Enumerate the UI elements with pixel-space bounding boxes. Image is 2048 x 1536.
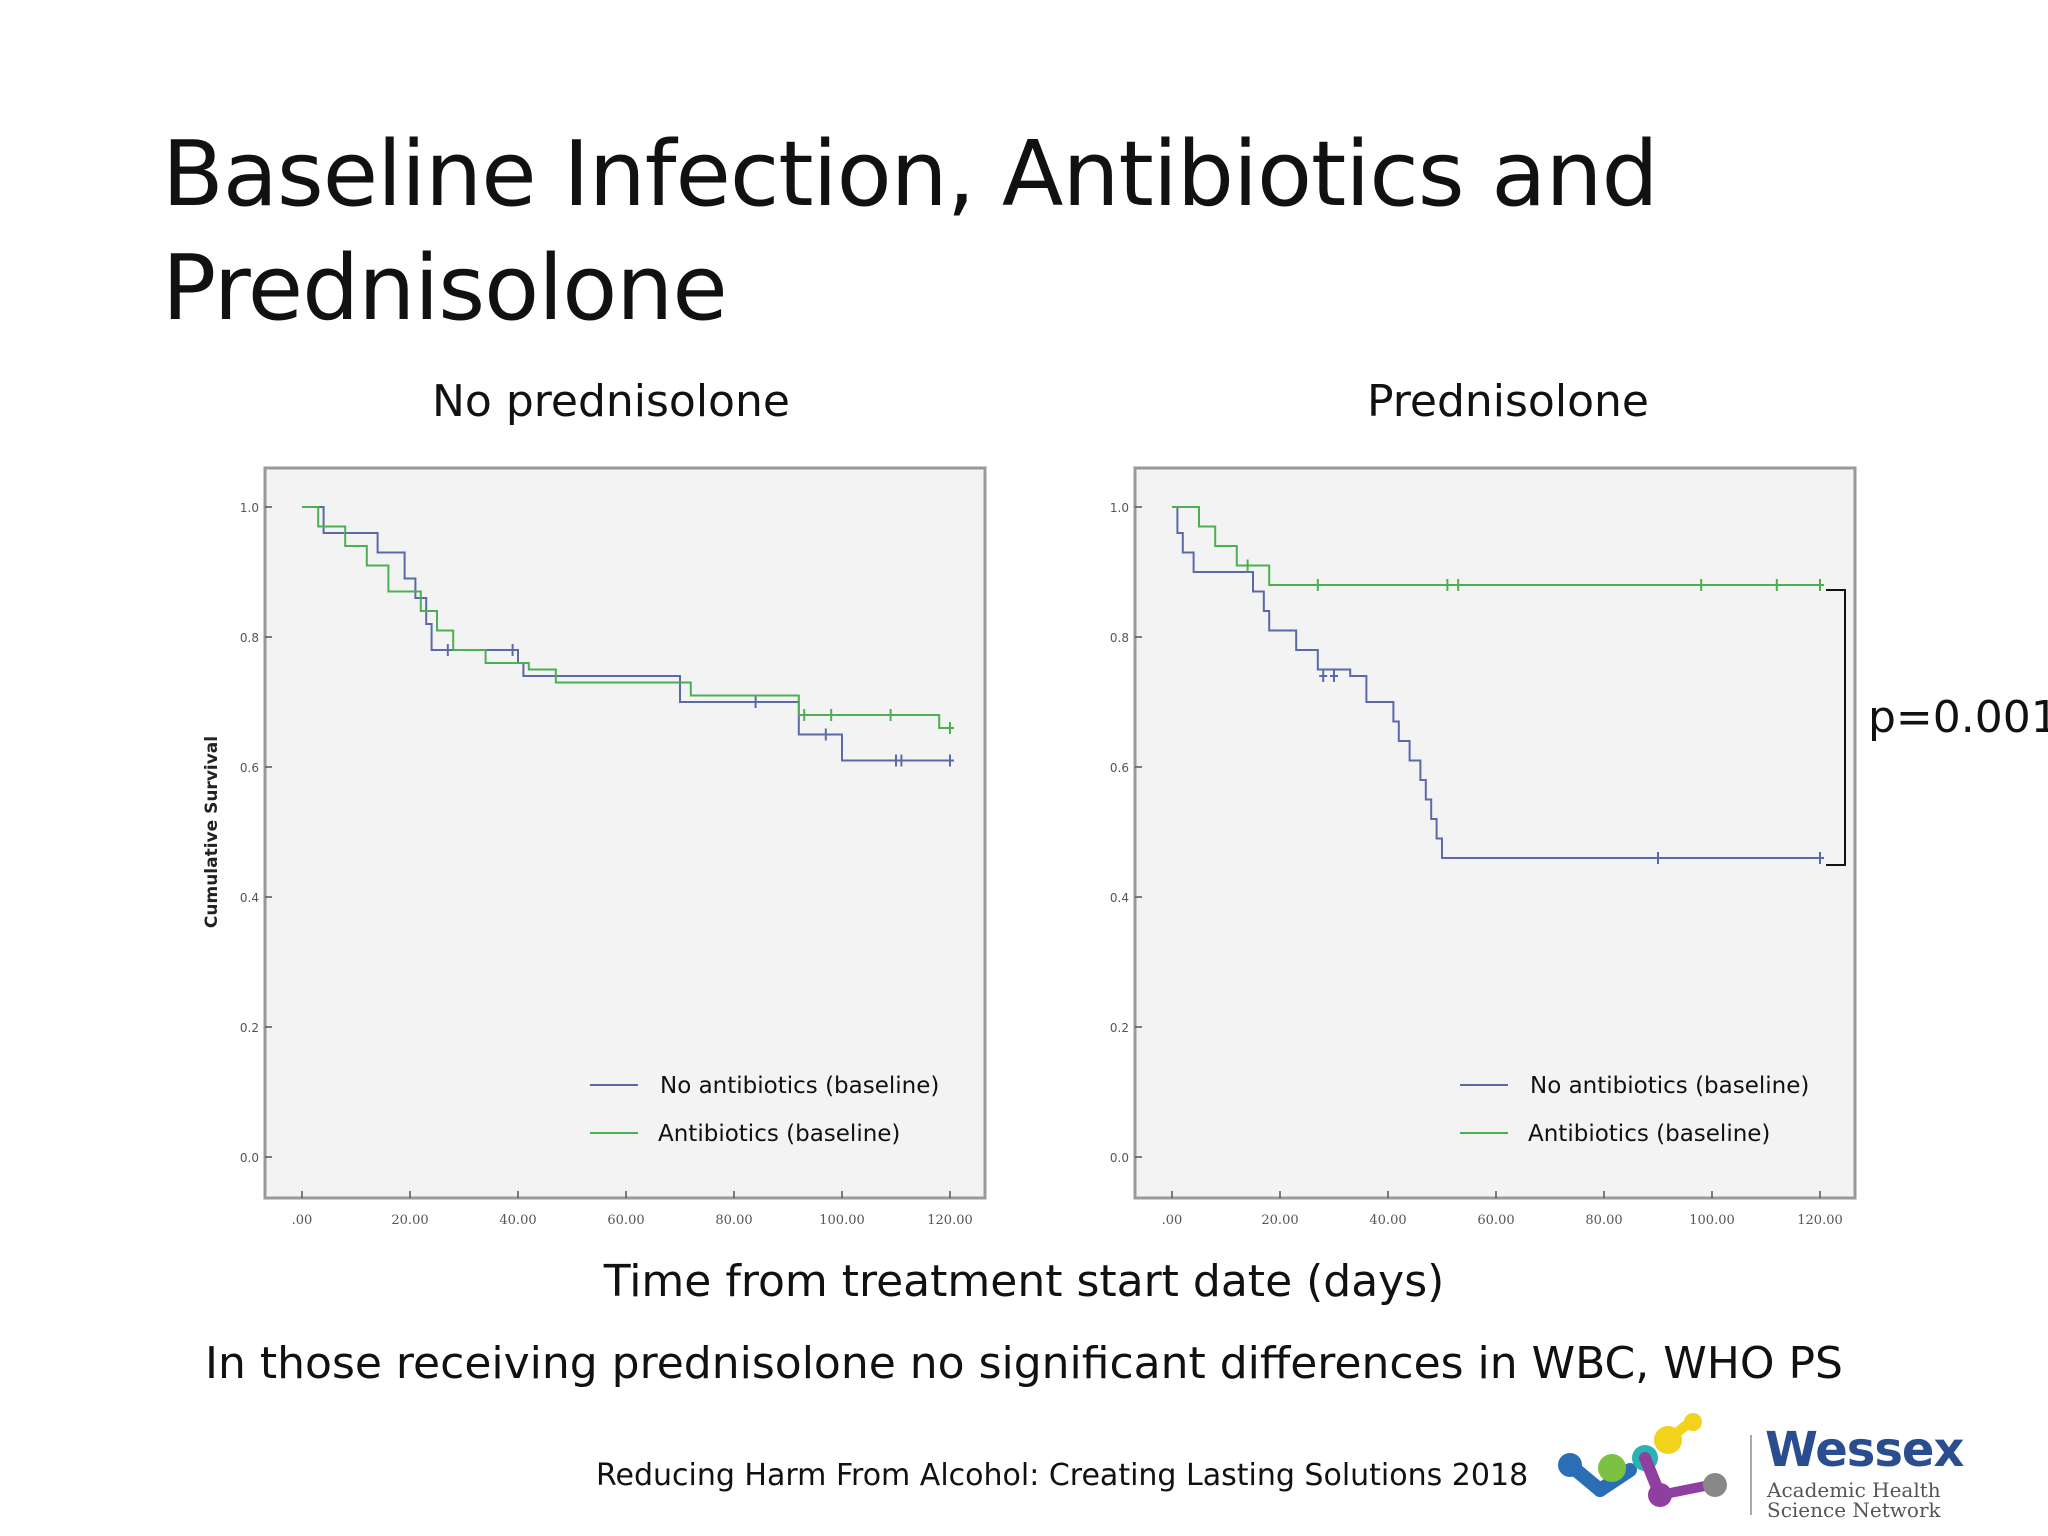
y-tick-label: 1.0 <box>1110 501 1129 515</box>
chart-title-no-prednisolone: No prednisolone <box>432 376 790 427</box>
legend-label: Antibiotics (baseline) <box>1528 1121 1770 1147</box>
x-tick-label: 80.00 <box>715 1213 752 1228</box>
x-tick-label: 40.00 <box>499 1213 536 1228</box>
legend-label: Antibiotics (baseline) <box>658 1121 900 1147</box>
slide-title: Baseline Infection, Antibiotics and Pred… <box>162 122 1659 341</box>
x-tick-label: 120.00 <box>927 1213 973 1228</box>
y-tick-label: 0.2 <box>1110 1021 1129 1035</box>
x-tick-label: .00 <box>1162 1213 1183 1228</box>
logo-divider <box>1750 1435 1752 1515</box>
y-axis-label: Cumulative Survival <box>202 736 222 928</box>
y-tick-label: 0.0 <box>240 1151 259 1165</box>
x-tick-label: 80.00 <box>1585 1213 1622 1228</box>
survival-chart-no-prednisolone: 0.0 0.2 0.4 0.6 0.8 1.0 .00 20.00 40.00 60.00 80.0… <box>202 466 987 1228</box>
logo-subtitle-line1: Academic Health <box>1767 1478 1941 1502</box>
x-tick-label: 60.00 <box>1477 1213 1514 1228</box>
network-molecule-icon <box>1558 1413 1727 1507</box>
p-value-label: p=0.001 <box>1868 692 2048 743</box>
y-tick-label: 0.6 <box>1110 761 1129 775</box>
wessex-logo: Wessex Academic Health Science Network <box>1550 1410 1970 1530</box>
x-tick-label: 20.00 <box>391 1213 428 1228</box>
survival-curve-series-1 <box>1172 506 1820 586</box>
y-tick-label: 0.2 <box>240 1021 259 1035</box>
plot-frame <box>263 466 987 1200</box>
survival-chart-prednisolone: 0.0 0.2 0.4 0.6 0.8 1.0 .00 20.00 40.00 60.00 80.0… <box>1110 466 1857 1228</box>
y-tick-label: 0.4 <box>1110 891 1129 905</box>
significance-bracket <box>1826 589 1846 866</box>
x-tick-label: 20.00 <box>1261 1213 1298 1228</box>
x-tick-label: 40.00 <box>1369 1213 1406 1228</box>
survival-curve-series-1 <box>302 506 950 729</box>
y-tick-label: 0.0 <box>1110 1151 1129 1165</box>
y-tick-label: 1.0 <box>240 501 259 515</box>
x-tick-label: 120.00 <box>1797 1213 1843 1228</box>
x-tick-label: .00 <box>292 1213 313 1228</box>
survival-curve-series-0 <box>1172 506 1820 859</box>
y-tick-label: 0.8 <box>1110 631 1129 645</box>
slide-footer: Reducing Harm From Alcohol: Creating Las… <box>596 1458 1529 1493</box>
legend-label: No antibiotics (baseline) <box>660 1073 939 1099</box>
logo-subtitle-line2: Science Network <box>1767 1498 1941 1522</box>
y-tick-label: 0.4 <box>240 891 259 905</box>
x-axis-label: Time from treatment start date (days) <box>603 1256 1445 1307</box>
logo-subtitle: Academic Health Science Network <box>1767 1480 1941 1520</box>
chart-title-prednisolone: Prednisolone <box>1367 376 1649 427</box>
logo-name: Wessex <box>1765 1422 1964 1478</box>
y-tick-label: 0.8 <box>240 631 259 645</box>
legend-label: No antibiotics (baseline) <box>1530 1073 1809 1099</box>
plot-frame <box>1133 466 1857 1200</box>
slide-note: In those receiving prednisolone no signi… <box>205 1338 1843 1389</box>
x-tick-label: 60.00 <box>607 1213 644 1228</box>
x-tick-label: 100.00 <box>1689 1213 1735 1228</box>
x-tick-label: 100.00 <box>819 1213 865 1228</box>
y-tick-label: 0.6 <box>240 761 259 775</box>
